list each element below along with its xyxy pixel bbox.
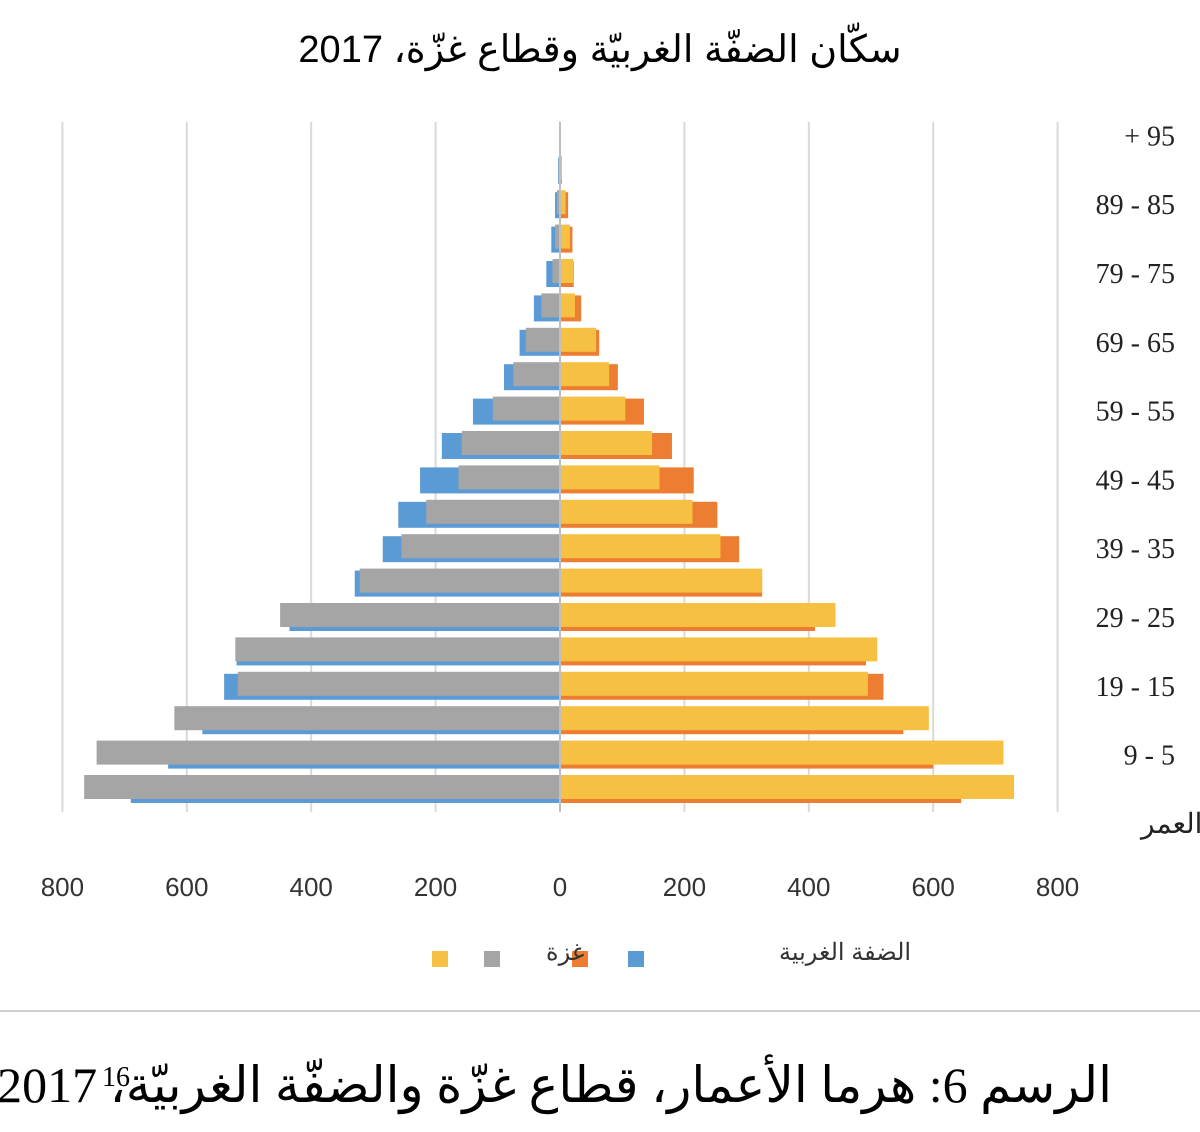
age-label: 49 - 45 [1096,465,1175,496]
age-axis-title: العمر [1139,809,1200,840]
bar-right-3-65-69 [560,327,597,352]
x-tick-label: 400 [290,872,333,902]
x-tick-label: 600 [912,872,955,902]
bar-right-3-25-29 [560,603,836,627]
bar-left-2-30-34 [359,568,560,593]
bar-left-2-85-89 [556,190,560,215]
bar-right-3-10-14 [560,706,929,731]
bar-left-2-15-19 [237,671,560,696]
bar-right-3-75-79 [560,259,574,283]
bar-right-3-80-84 [560,224,570,249]
age-label: 59 - 55 [1096,397,1175,428]
bar-left-2-40-44 [426,499,560,524]
x-tick-label: 200 [663,872,706,902]
bar-right-3-0-4 [560,775,1015,799]
legend-label-gaza: غزة [546,939,584,966]
bar-left-2-65-69 [525,327,560,352]
x-tick-labels: 800 600 400 200 0 200 400 600 800 [41,872,1080,902]
bar-left-2-70-74 [541,293,560,318]
bar-left-2-5-9 [96,740,561,765]
bar-right-3-70-74 [560,293,575,318]
x-tick-label: 0 [553,872,567,902]
bar-left-2-80-84 [555,224,560,249]
caption-footnote-number: 16 [102,1062,130,1093]
bar-left-2-75-79 [552,259,560,283]
bars [84,121,1015,812]
x-tick-label: 400 [787,872,830,902]
bar-right-3-20-24 [560,637,878,662]
bar-left-2-25-29 [280,603,560,627]
age-label: 89 - 85 [1096,190,1175,221]
age-label: 39 - 35 [1096,534,1175,565]
legend: الضفة الغربية غزة [432,939,911,967]
bar-left-2-60-64 [513,362,560,387]
age-label: 69 - 65 [1096,328,1175,359]
bar-right-3-50-54 [560,431,653,455]
bar-right-3-55-59 [560,396,626,421]
legend-label-west-bank: الضفة الغربية [779,939,911,966]
population-pyramid-chart: سكّان الضفّة الغربيّة وقطاع غزّة، 2017 8… [41,22,1200,967]
age-label: 79 - 75 [1096,259,1175,290]
figure-caption: الرسم 6: هرما الأعمار، قطاع غزّة والضفّة… [0,1050,1200,1120]
age-labels: + 95 89 - 85 79 - 75 69 - 65 59 - 55 49 - 45 3… [1096,121,1175,771]
bar-right-3-60-64 [560,362,610,387]
x-tick-label: 800 [1036,872,1079,902]
age-label: 9 - 5 [1124,741,1175,772]
x-tick-label: 200 [414,872,457,902]
bar-left-2-0-4 [84,775,561,799]
bar-right-3-85-89 [560,190,566,215]
age-label: 29 - 25 [1096,603,1175,634]
legend-swatch [628,951,644,967]
bar-left-2-45-49 [458,465,560,490]
x-tick-label: 600 [165,872,208,902]
legend-swatch [484,951,500,967]
age-label: 19 - 15 [1096,672,1175,703]
bar-left-2-10-14 [174,706,561,731]
bar-right-3-45-49 [560,465,660,490]
x-tick-label: 800 [41,872,84,902]
legend-swatch [572,951,588,967]
bar-right-3-5-9 [560,740,1004,765]
bar-left-2-55-59 [492,396,560,421]
bar-left-2-35-39 [401,534,560,559]
bar-right-3-30-34 [560,568,763,593]
chart-title: سكّان الضفّة الغربيّة وقطاع غزّة، 2017 [298,22,901,72]
separator [0,1010,1200,1012]
bar-left-2-50-54 [461,431,560,455]
legend-swatch [432,951,448,967]
bar-left-2-20-24 [235,637,561,662]
bar-right-3-40-44 [560,499,693,524]
bar-right-3-15-19 [560,671,868,696]
age-label: + 95 [1124,121,1175,152]
caption-text: الرسم 6: هرما الأعمار، قطاع غزّة والضفّة… [0,1057,1112,1113]
bar-right-3-35-39 [560,534,721,559]
